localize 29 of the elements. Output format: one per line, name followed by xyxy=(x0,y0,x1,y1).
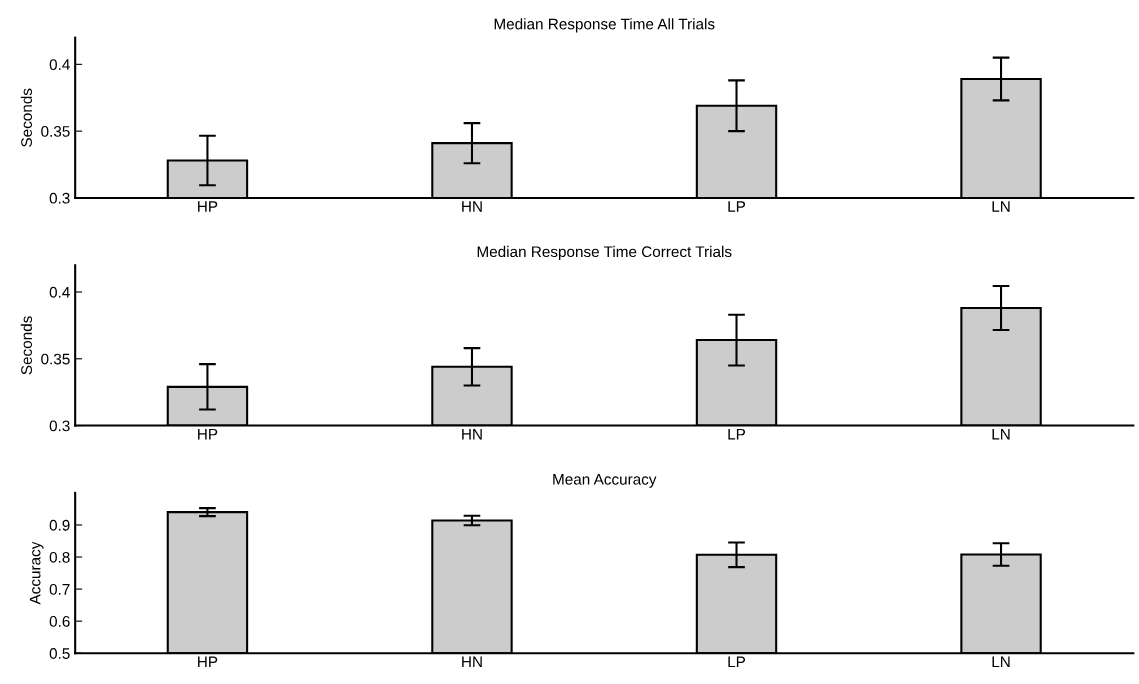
y-tick-label: 0.7 xyxy=(49,583,70,595)
y-axis-title: Seconds xyxy=(20,88,33,147)
chart-title: Median Response Time All Trials xyxy=(494,18,715,33)
x-tick-label: LN xyxy=(992,428,1010,440)
y-tick-label: 0.35 xyxy=(41,126,70,137)
x-tick-label: LN xyxy=(992,656,1010,668)
y-tick-label: 0.6 xyxy=(49,616,70,627)
y-tick-label: 0.8 xyxy=(49,551,70,563)
chart-title: Median Response Time Correct Trials xyxy=(477,245,732,261)
y-tick-label: 0.3 xyxy=(49,420,70,432)
x-tick-label: LP xyxy=(728,201,746,212)
y-tick-label: 0.5 xyxy=(49,648,70,659)
x-tick-label: LP xyxy=(728,656,746,668)
chart-title: Mean Accuracy xyxy=(553,474,657,488)
x-tick-label: HN xyxy=(462,656,482,668)
y-axis-title: Seconds xyxy=(20,316,33,375)
y-tick-label: 0.35 xyxy=(41,353,70,365)
y-tick-label: 0.4 xyxy=(49,59,70,71)
x-tick-label: HP xyxy=(198,656,218,668)
x-tick-label: HP xyxy=(198,201,218,212)
y-tick-label: 0.9 xyxy=(49,519,70,531)
y-axis-title: Accuracy xyxy=(29,541,44,605)
x-tick-label: HN xyxy=(462,201,482,212)
y-tick-label: 0.3 xyxy=(49,192,70,204)
x-tick-label: HP xyxy=(198,428,218,440)
x-tick-label: HN xyxy=(462,428,482,440)
x-tick-label: LP xyxy=(728,428,746,440)
y-tick-label: 0.4 xyxy=(49,286,70,298)
x-tick-label: LN xyxy=(992,201,1010,212)
